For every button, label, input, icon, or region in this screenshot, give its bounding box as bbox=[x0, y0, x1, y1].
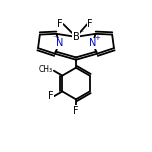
Text: N: N bbox=[89, 38, 96, 48]
Text: B: B bbox=[73, 32, 79, 42]
Text: ⁻: ⁻ bbox=[53, 33, 57, 42]
Text: F: F bbox=[48, 91, 54, 101]
Text: F: F bbox=[88, 19, 93, 29]
Text: F: F bbox=[57, 19, 63, 29]
Text: ⁻: ⁻ bbox=[80, 28, 84, 37]
Text: +: + bbox=[94, 35, 100, 41]
Text: CH₃: CH₃ bbox=[38, 65, 53, 74]
Text: N: N bbox=[56, 38, 63, 48]
Text: F: F bbox=[73, 106, 79, 116]
